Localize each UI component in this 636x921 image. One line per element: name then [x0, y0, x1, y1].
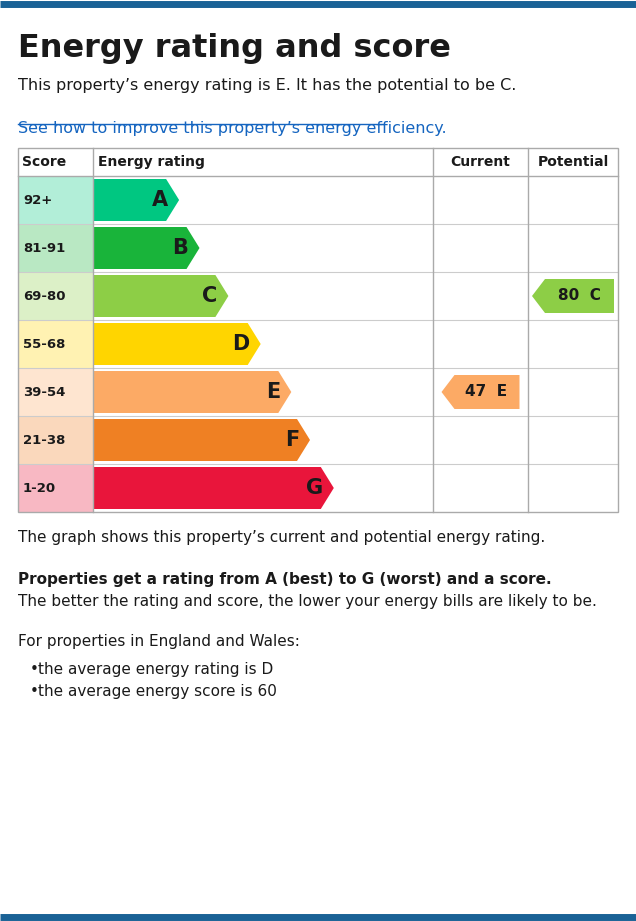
Text: 69-80: 69-80	[23, 289, 66, 302]
Bar	[18, 148, 618, 512]
Polygon shape	[93, 227, 200, 269]
Polygon shape	[93, 467, 334, 509]
Text: C: C	[202, 286, 218, 306]
Bar	[18, 272, 93, 320]
Text: •: •	[30, 662, 39, 677]
Text: 55-68: 55-68	[23, 337, 66, 351]
Text: A: A	[152, 190, 168, 210]
Text: Current: Current	[450, 155, 511, 169]
Text: E: E	[266, 382, 280, 402]
Text: 39-54: 39-54	[23, 386, 66, 399]
Text: Potential: Potential	[537, 155, 609, 169]
Text: •: •	[30, 684, 39, 699]
Bar	[18, 224, 93, 272]
Text: Properties get a rating from A (best) to G (worst) and a score.: Properties get a rating from A (best) to…	[18, 572, 551, 587]
Bar	[18, 416, 93, 464]
Text: Energy rating: Energy rating	[98, 155, 205, 169]
Polygon shape	[93, 275, 228, 317]
Text: G: G	[306, 478, 323, 498]
Polygon shape	[93, 179, 179, 221]
Text: Energy rating and score: Energy rating and score	[18, 33, 451, 64]
Text: 92+: 92+	[23, 193, 52, 206]
Polygon shape	[93, 323, 261, 365]
Text: 81-91: 81-91	[23, 241, 66, 254]
Text: F: F	[285, 430, 299, 450]
Text: the average energy rating is D: the average energy rating is D	[38, 662, 273, 677]
Bar	[18, 464, 93, 512]
Text: Score: Score	[22, 155, 66, 169]
Bar	[18, 368, 93, 416]
Text: See how to improve this property’s energy efficiency.: See how to improve this property’s energ…	[18, 121, 446, 136]
Text: 21-38: 21-38	[23, 434, 66, 447]
Text: D: D	[232, 334, 250, 354]
Bar	[18, 148, 618, 512]
Polygon shape	[93, 371, 291, 413]
Bar	[18, 176, 93, 224]
Text: The graph shows this property’s current and potential energy rating.: The graph shows this property’s current …	[18, 530, 545, 545]
Text: B: B	[172, 238, 188, 258]
Text: 1-20: 1-20	[23, 482, 56, 495]
Text: 80  C: 80 C	[558, 288, 600, 304]
Text: The better the rating and score, the lower your energy bills are likely to be.: The better the rating and score, the low…	[18, 594, 597, 609]
Polygon shape	[441, 375, 520, 409]
Polygon shape	[532, 279, 614, 313]
Bar	[18, 320, 93, 368]
Text: the average energy score is 60: the average energy score is 60	[38, 684, 277, 699]
Text: This property’s energy rating is E. It has the potential to be C.: This property’s energy rating is E. It h…	[18, 78, 516, 93]
Polygon shape	[93, 419, 310, 461]
Text: 47  E: 47 E	[466, 384, 508, 400]
Text: For properties in England and Wales:: For properties in England and Wales:	[18, 634, 300, 649]
